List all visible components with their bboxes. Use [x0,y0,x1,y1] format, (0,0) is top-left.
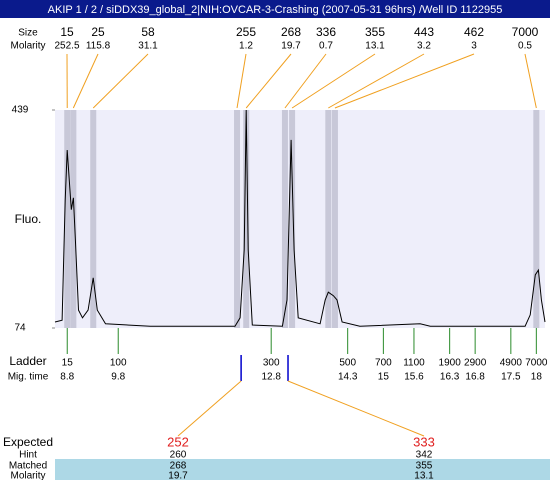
peak-connector [334,53,475,109]
expected-value: 333 [413,434,435,449]
peak-connector [236,53,247,109]
chart-title: AKIP 1 / 2 / siDDX39_global_2|NIH:OVCAR-… [48,4,503,16]
trace [54,109,546,327]
peak-band [289,110,296,328]
ladder-size: 100 [110,358,127,369]
expected-label: Expected [3,435,53,449]
peak-size: 7000 [512,25,539,39]
matched-label: Matched [9,461,47,472]
mig-time: 12.8 [261,372,281,383]
expected-connector [287,380,425,437]
peak-size: 255 [236,25,256,39]
molarity-label: Molarity [10,41,45,52]
expected-molarity: 19.7 [168,471,188,480]
size-label: Size [18,28,38,39]
mig-time: 9.8 [111,372,125,383]
title-bar [0,0,550,18]
peak-band [533,110,540,328]
ladder-size: 15 [62,358,74,369]
peak-connector [72,53,99,109]
mig-time: 18 [531,372,543,383]
mig-time-label: Mig. time [8,372,49,383]
peak-molarity: 0.5 [518,41,532,52]
mig-time: 8.8 [60,372,74,383]
ladder-size: 1900 [439,358,462,369]
peak-molarity: 115.8 [86,41,111,52]
mig-time: 15 [378,372,390,383]
expected-connector [177,380,242,437]
hint-value: 342 [416,450,433,461]
mig-time: 15.6 [404,372,424,383]
peak-size: 58 [141,25,155,39]
peak-connector [284,53,327,109]
peak-band [90,110,97,328]
peak-band [70,110,77,328]
expected-value: 252 [167,434,189,449]
ladder-size: 700 [375,358,392,369]
y-tick-label: 74 [14,323,26,334]
peak-connector [92,53,149,109]
peak-size: 25 [91,25,105,39]
peak-size: 355 [365,25,385,39]
matched-band [55,459,550,480]
matched-value: 355 [416,461,433,472]
ladder-size: 1100 [403,358,425,369]
peak-connector [524,53,537,109]
mig-time: 17.5 [501,372,521,383]
peak-size: 15 [60,25,74,39]
peak-band [234,110,241,328]
ladder-size: 300 [263,358,280,369]
matched-value: 268 [170,461,187,472]
peak-molarity: 31.1 [138,41,158,52]
expected-molarity: 13.1 [414,471,434,480]
peak-connector [291,53,376,109]
ladder-size: 7000 [525,358,548,369]
y-tick-label: 439 [12,105,29,116]
peak-molarity: 0.7 [319,41,333,52]
hint-label: Hint [19,450,37,461]
peak-size: 336 [316,25,336,39]
peak-molarity: 1.2 [239,41,253,52]
peak-size: 443 [414,25,434,39]
peak-band [243,110,250,328]
peak-connector [328,53,425,109]
peak-molarity: 3 [471,41,477,52]
y-axis-label: Fluo. [15,212,42,226]
mig-time: 16.3 [440,372,460,383]
ladder-label: Ladder [9,354,46,368]
peak-molarity: 19.7 [281,41,301,52]
peak-band [325,110,332,328]
peak-band [64,110,71,328]
ladder-size: 500 [339,358,356,369]
hint-value: 260 [170,450,187,461]
peak-molarity: 3.2 [417,41,431,52]
peak-size: 462 [464,25,484,39]
ladder-size: 2900 [464,358,487,369]
peak-band [331,110,338,328]
peak-band [281,110,288,328]
expected-molarity-label: Molarity [10,471,45,480]
mig-time: 14.3 [338,372,358,383]
peak-molarity: 13.1 [365,41,385,52]
peak-molarity: 252.5 [54,41,79,52]
plot-area [55,110,545,328]
peak-size: 268 [281,25,301,39]
mig-time: 16.8 [465,372,485,383]
ladder-size: 4900 [500,358,523,369]
peak-connector [245,53,292,109]
